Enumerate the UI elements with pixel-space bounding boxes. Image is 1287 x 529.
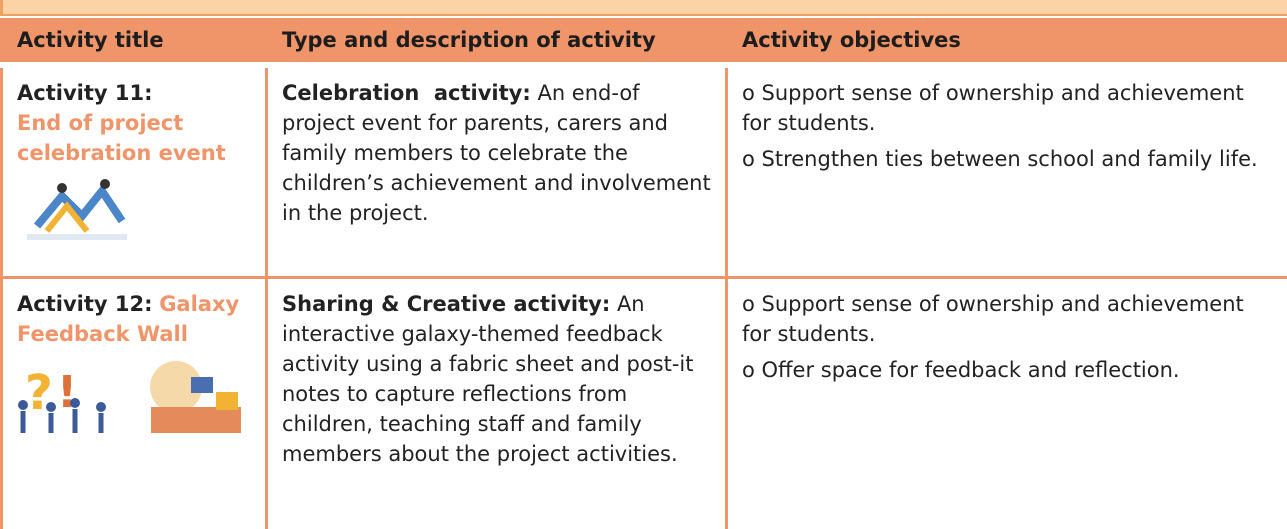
illustration [27,179,127,240]
objective: o Offer space for feedback and reflectio… [742,358,1180,382]
objective: o Strengthen ties between school and fam… [742,147,1258,171]
header-cell: Activity title [0,18,265,62]
type-text: An interactive galaxy-themed feedback ac… [282,292,694,466]
activity-label: Activity 11: [17,81,153,105]
top-strip [0,0,1287,16]
type-label: Sharing & Creative activity: [282,292,611,316]
activity-name: Galaxy Feedback Wall [17,292,240,346]
header-cell: Type and description of activity [265,18,725,62]
title-cell: Activity 12: Galaxy Feedback Wall ? ! [0,279,265,529]
header-cell: Activity objectives [725,18,1287,62]
activity-table: Activity title Type and description of a… [0,18,1287,529]
illustration: ? ! [18,361,241,433]
svg-text:?: ? [25,365,53,421]
table-row: Activity 12: Galaxy Feedback Wall ? ! Sh… [0,279,1287,529]
type-cell: Sharing & Creative activity: An interact… [265,279,725,529]
title-cell: Activity 11: End of project celebration … [0,68,265,276]
type-label: Celebration activity: [282,81,531,105]
objective: o Support sense of ownership and achieve… [742,292,1244,346]
table-row: Activity 11: End of project celebration … [0,68,1287,279]
type-cell: Celebration activity: An end-of project … [265,68,725,276]
type-text: An end-of project event for parents, car… [282,81,711,225]
header-row: Activity title Type and description of a… [0,18,1287,62]
objectives-cell: o Support sense of ownership and achieve… [725,279,1287,529]
activity-name: End of project celebration event [17,111,226,165]
objective: o Support sense of ownership and achieve… [742,81,1244,135]
activity-label: Activity 12: [17,292,153,316]
objectives-cell: o Support sense of ownership and achieve… [725,68,1287,276]
